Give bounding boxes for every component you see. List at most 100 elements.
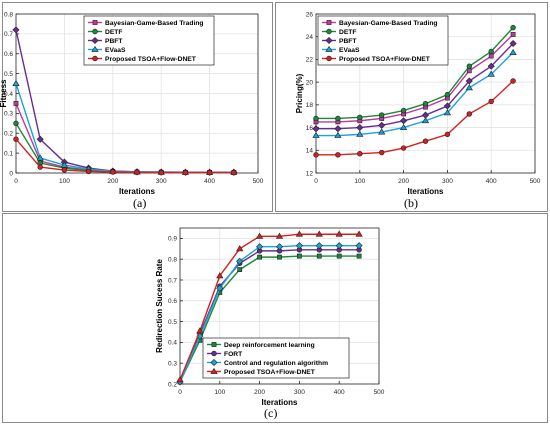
pricing-xtick-label-4: 400 [486, 178, 497, 185]
fitness-ytick-label-3: 0.3 [4, 111, 13, 118]
fitness-legend-box [83, 15, 215, 66]
pricing-series-3-point-5 [421, 117, 430, 124]
pricing-xtick-label-0: 0 [314, 178, 318, 185]
redirection-series-2-point-5 [275, 243, 284, 251]
pricing-series-4-line [316, 80, 514, 156]
fitness-series-0-point-0 [13, 101, 19, 106]
pricing-series-4-point-2 [357, 150, 363, 157]
pricing-legend-marker-4 [326, 55, 332, 62]
redirection-series-3-point-7 [315, 230, 323, 237]
redirection-series-3-point-5 [275, 232, 284, 239]
fitness-series-3-point-1 [36, 154, 44, 161]
fitness-legend-label-1: DETF [105, 29, 122, 36]
pricing-series-2-point-0 [312, 125, 320, 133]
pricing-series-2-point-4 [400, 117, 408, 125]
redirection-series-0-point-6 [297, 253, 302, 259]
fitness-series-4-point-8 [206, 169, 213, 176]
pricing-ytick-label-0: 12 [306, 170, 314, 177]
fitness-xtick-label-2: 200 [107, 178, 118, 185]
fitness-ytick-label-7: 0.7 [4, 31, 13, 38]
redirection-legend-box [202, 337, 350, 379]
redirection-legend-marker-1 [211, 350, 217, 357]
redirection-xtick-label-0: 0 [178, 389, 182, 396]
pricing-series-4-point-3 [378, 149, 385, 156]
redirection-series-3-line [179, 233, 360, 381]
redirection-ytick-label-7: 0.9 [168, 236, 177, 243]
fitness-series-4-point-2 [61, 167, 68, 173]
fitness-xtick-label-0: 0 [14, 178, 18, 185]
fitness-legend-label-3: EVaaS [105, 47, 126, 54]
fitness-ytick-label-5: 0.5 [4, 71, 13, 78]
pricing-plot-border [315, 13, 536, 174]
pricing-ylabel: Pricing(%) [295, 73, 304, 113]
pricing-series-1-point-0 [313, 115, 319, 122]
redirection-series-1-line [179, 249, 360, 383]
fitness-series-4-point-6 [158, 169, 164, 176]
redirection-series-3-point-3 [236, 245, 244, 252]
pricing-series-3-point-8 [487, 70, 495, 77]
pricing-series-1-point-5 [422, 101, 429, 107]
redirection-series-3-point-8 [335, 230, 343, 237]
pricing-series-3-line [316, 52, 514, 137]
fitness-legend-marker-1 [92, 28, 98, 35]
redirection-xtick-label-4: 400 [334, 389, 345, 396]
pricing-legend-label-1: DETF [339, 29, 356, 36]
pricing-series-2-point-8 [487, 62, 495, 70]
fitness-ytick-label-6: 0.6 [4, 51, 13, 58]
pricing-ytick-label-1: 14 [306, 148, 314, 155]
pricing-series-3-point-2 [356, 130, 364, 137]
pricing-series-2-point-6 [443, 102, 451, 110]
fitness-legend-label-4: Proposed TSOA+Flow-DNET [105, 56, 197, 63]
fitness-ylabel: Fitness [0, 79, 8, 108]
fitness-series-4-point-9 [231, 169, 237, 176]
pricing-legend-label-4: Proposed TSOA+Flow-DNET [339, 56, 431, 63]
fitness-xlabel: Iterations [119, 187, 156, 196]
fitness-ytick-label-2: 0.2 [4, 131, 13, 138]
fitness-xtick-label-1: 100 [59, 178, 70, 185]
fitness-xtick-label-3: 300 [156, 178, 167, 185]
pricing-series-0-point-9 [510, 32, 516, 37]
pricing-series-0-line [316, 33, 514, 123]
redirection-series-3-point-0 [176, 376, 184, 383]
pricing-legend-marker-3 [325, 45, 333, 52]
pricing-xtick-label-2: 200 [398, 178, 409, 185]
pricing-series-2-point-7 [465, 77, 473, 85]
redirection-xtick-label-1: 100 [214, 389, 225, 396]
pricing-series-3-point-3 [378, 128, 386, 135]
fitness-series-2-point-0 [12, 26, 20, 34]
pricing-series-4-point-5 [422, 138, 429, 144]
pricing-series-3-point-4 [399, 123, 408, 130]
redirection-xtick-label-5: 500 [374, 389, 385, 396]
pricing-series-3-point-9 [509, 48, 517, 56]
redirection-series-2-point-4 [256, 243, 264, 251]
redirection-legend-label-3: Proposed TSOA+Flow-DNET [224, 369, 316, 376]
redirection-series-2-point-9 [355, 242, 363, 250]
pricing-series-1-point-8 [488, 48, 494, 55]
pricing-series-1-point-1 [335, 115, 341, 122]
pricing-series-4-point-8 [488, 98, 494, 105]
fitness-chart: 0 100 200 300 400 500 0 0.1 0.2 0.3 0.4 0.5 0.6 0.7 0.… [0, 11, 264, 196]
fitness-series-3-point-2 [60, 161, 69, 168]
redirection-ytick-label-2: 0.4 [168, 340, 177, 347]
redirection-series-3-point-4 [255, 232, 264, 239]
pricing-series-2-point-3 [378, 121, 386, 129]
pricing-xtick-label-5: 500 [530, 178, 541, 185]
fitness-series-4-point-5 [134, 169, 140, 176]
fitness-ytick-label-1: 0.1 [4, 150, 13, 157]
redirection-series-2-point-6 [295, 242, 303, 250]
redirection-series-0-line [179, 255, 360, 383]
pricing-series-2-point-9 [509, 40, 517, 48]
redirection-legend-label-2: Control and regulation algorithm [224, 360, 328, 367]
pricing-series-1-point-6 [444, 91, 451, 98]
fitness-series-4-line [15, 138, 234, 174]
fitness-legend-marker-0 [92, 20, 98, 25]
pricing-ytick-label-5: 22 [306, 57, 314, 64]
pricing-series-4-point-6 [444, 131, 451, 138]
redirection-xtick-label-3: 300 [294, 389, 305, 396]
pricing-ytick-label-2: 16 [306, 125, 314, 132]
pricing-series-1-point-3 [378, 112, 385, 118]
redirection-ytick-label-6: 0.8 [168, 257, 177, 264]
pricing-series-4-point-4 [400, 145, 407, 151]
pricing-series-1-point-4 [400, 107, 407, 114]
fitness-series-4-point-3 [85, 168, 92, 175]
